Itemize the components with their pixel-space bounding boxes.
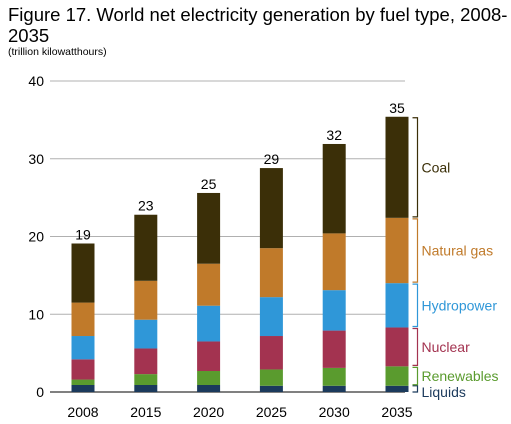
bar-segment-hydropower bbox=[134, 319, 158, 349]
legend-bracket-nuclear bbox=[412, 327, 419, 366]
legend-bracket-coal bbox=[412, 117, 419, 218]
bar-segment-nuclear bbox=[71, 359, 95, 380]
bar-segment-renewables bbox=[134, 374, 158, 386]
bar-segment-nuclear bbox=[259, 336, 283, 370]
bar-segment-liquids bbox=[385, 385, 409, 392]
x-tick-label: 2035 bbox=[381, 404, 412, 420]
bar-total-label: 19 bbox=[75, 226, 91, 242]
bar-segment-renewables bbox=[322, 367, 346, 386]
bar-segment-coal bbox=[197, 192, 221, 264]
bar-segment-nuclear bbox=[197, 341, 221, 372]
bar-segment-nuclear bbox=[385, 327, 409, 367]
bar-segment-liquids bbox=[71, 385, 95, 392]
x-tick-label: 2030 bbox=[319, 404, 350, 420]
legend-label-nuclear: Nuclear bbox=[422, 339, 471, 355]
bar-segment-renewables bbox=[385, 366, 409, 386]
bar-segment-natural-gas bbox=[385, 217, 409, 284]
x-tick-label: 2015 bbox=[130, 404, 161, 420]
bar-segment-nuclear bbox=[134, 348, 158, 375]
y-tick-label: 0 bbox=[36, 384, 44, 400]
x-tick-label: 2025 bbox=[256, 404, 287, 420]
bar-segment-renewables bbox=[71, 379, 95, 386]
bar-segment-hydropower bbox=[197, 305, 221, 342]
bar-segment-coal bbox=[259, 168, 283, 249]
bar-segment-liquids bbox=[259, 385, 283, 392]
bar-segment-coal bbox=[71, 243, 95, 303]
legend-label-natural-gas: Natural gas bbox=[422, 242, 494, 258]
legend-label-hydropower: Hydropower bbox=[422, 297, 498, 313]
bar-segment-renewables bbox=[259, 369, 283, 386]
bar-segment-liquids bbox=[322, 385, 346, 392]
bar-total-label: 25 bbox=[201, 176, 217, 192]
bar-segment-hydropower bbox=[385, 283, 409, 328]
bar-segment-nuclear bbox=[322, 330, 346, 368]
y-tick-label: 30 bbox=[28, 151, 44, 167]
y-tick-label: 20 bbox=[28, 229, 44, 245]
chart-subtitle: (trillion kilowatthours) bbox=[8, 46, 107, 58]
legend-bracket-hydropower bbox=[412, 283, 419, 328]
legend-label-coal: Coal bbox=[422, 159, 451, 175]
bar-segment-natural-gas bbox=[259, 248, 283, 298]
bar-total-label: 35 bbox=[389, 100, 405, 116]
bar-total-label: 29 bbox=[264, 151, 280, 167]
y-tick-label: 40 bbox=[28, 73, 44, 89]
legend-bracket-natural-gas bbox=[412, 218, 419, 283]
chart-title: Figure 17. World net electricity generat… bbox=[8, 4, 508, 46]
legend-bracket-renewables bbox=[412, 366, 419, 386]
bar-segment-coal bbox=[385, 116, 409, 218]
bar-total-label: 32 bbox=[326, 127, 342, 143]
bar-segment-natural-gas bbox=[322, 233, 346, 291]
bar-segment-coal bbox=[134, 214, 158, 281]
y-tick-label: 10 bbox=[28, 306, 44, 322]
bar-segment-liquids bbox=[134, 385, 158, 392]
legend-bracket-liquids bbox=[412, 385, 419, 393]
bar-segment-natural-gas bbox=[71, 302, 95, 337]
bar-segment-hydropower bbox=[71, 336, 95, 360]
legend-label-renewables: Renewables bbox=[422, 368, 499, 384]
bar-segment-liquids bbox=[197, 385, 221, 392]
bar-segment-coal bbox=[322, 143, 346, 234]
bar-segment-natural-gas bbox=[197, 263, 221, 306]
x-tick-label: 2020 bbox=[193, 404, 224, 420]
bar-segment-hydropower bbox=[259, 297, 283, 337]
bar-segment-hydropower bbox=[322, 290, 346, 331]
x-tick-label: 2008 bbox=[67, 404, 98, 420]
legend-label-liquids: Liquids bbox=[422, 384, 466, 400]
bar-segment-natural-gas bbox=[134, 280, 158, 320]
bar-total-label: 23 bbox=[138, 198, 154, 214]
bar-segment-renewables bbox=[197, 371, 221, 386]
